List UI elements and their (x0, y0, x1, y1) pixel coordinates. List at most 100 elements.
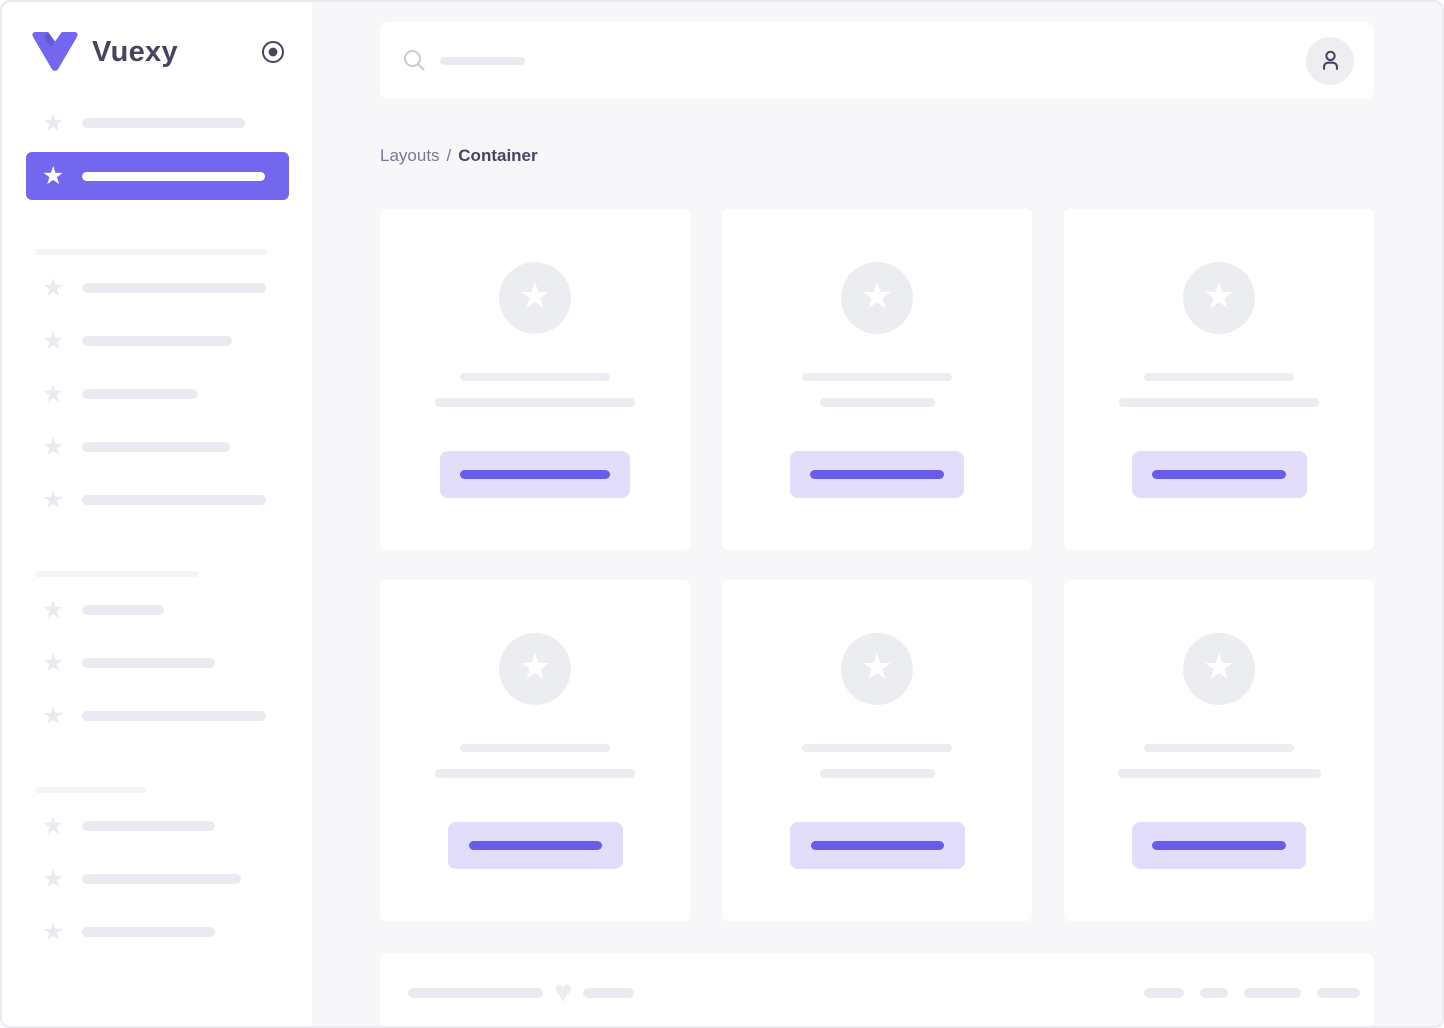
button-label-skeleton (460, 470, 610, 479)
sidebar-item[interactable]: ★ (42, 919, 289, 945)
sidebar-header: Vuexy (2, 2, 312, 72)
heart-icon: ♥ (554, 974, 573, 1009)
menu-label-skeleton (82, 605, 164, 615)
menu-label-skeleton (82, 336, 232, 346)
card-grid: ★ ★ ★ (380, 209, 1374, 921)
nav-section-label-skeleton (35, 249, 267, 255)
menu-label-skeleton (82, 118, 245, 128)
sidebar-item[interactable]: ★ (42, 275, 289, 301)
card-action-button[interactable] (789, 822, 965, 869)
card-action-button[interactable] (790, 451, 964, 498)
footer-link-skeleton[interactable] (1244, 988, 1301, 998)
star-icon: ★ (860, 275, 894, 316)
pin-toggle-icon[interactable] (261, 40, 285, 64)
card-text-skeleton (1117, 769, 1321, 778)
breadcrumb-current: Container (458, 146, 538, 165)
footer-link-skeleton[interactable] (1200, 988, 1228, 998)
card-avatar: ★ (499, 262, 571, 334)
star-icon: ★ (42, 917, 65, 946)
footer-link-skeleton[interactable] (1317, 988, 1360, 998)
star-icon: ★ (42, 273, 65, 302)
card-title-skeleton (802, 373, 952, 381)
sidebar-item[interactable]: ★ (42, 866, 289, 892)
card-title-skeleton (460, 744, 610, 752)
search-bar[interactable] (380, 22, 1374, 99)
footer-link-skeleton[interactable] (1144, 988, 1184, 998)
main-content: Layouts / Container ★ ★ (312, 2, 1442, 1026)
star-icon: ★ (42, 648, 65, 677)
sidebar-item[interactable]: ★ (42, 328, 289, 354)
sidebar-item-active[interactable]: ★ (26, 152, 289, 200)
star-icon: ★ (42, 864, 65, 893)
star-icon: ★ (42, 432, 65, 461)
star-icon: ★ (518, 275, 552, 316)
breadcrumb-separator: / (446, 146, 452, 165)
button-label-skeleton (468, 841, 602, 850)
menu-label-skeleton (82, 283, 266, 293)
star-icon: ★ (42, 811, 65, 840)
star-icon: ★ (42, 379, 65, 408)
card-text-skeleton (819, 398, 935, 407)
card: ★ (380, 209, 690, 550)
card-title-skeleton (1144, 373, 1294, 381)
card: ★ (380, 580, 690, 921)
card-avatar: ★ (499, 633, 571, 705)
card: ★ (722, 580, 1032, 921)
menu-label-skeleton (82, 874, 241, 884)
user-avatar[interactable] (1306, 36, 1354, 85)
vuexy-logo-icon (32, 32, 78, 72)
menu-label-skeleton (82, 927, 215, 937)
footer-links (1144, 988, 1360, 998)
footer-card: ♥ (380, 953, 1374, 1026)
sidebar-item[interactable]: ★ (42, 381, 289, 407)
star-icon: ★ (42, 485, 65, 514)
card-avatar: ★ (841, 262, 913, 334)
star-icon: ★ (42, 701, 65, 730)
sidebar-item[interactable]: ★ (42, 487, 289, 513)
card: ★ (1064, 209, 1374, 550)
nav-section-label-skeleton (35, 787, 146, 793)
menu-label-skeleton (82, 171, 265, 181)
sidebar-item[interactable]: ★ (42, 650, 289, 676)
card-text-skeleton (435, 398, 635, 407)
card-avatar: ★ (1183, 633, 1255, 705)
search-placeholder-skeleton (440, 56, 525, 65)
star-icon: ★ (42, 161, 65, 190)
nav-section-label-skeleton (35, 571, 199, 577)
sidebar-item[interactable]: ★ (42, 110, 289, 136)
card: ★ (722, 209, 1032, 550)
card-action-button[interactable] (1132, 822, 1306, 869)
button-label-skeleton (1152, 470, 1286, 479)
button-label-skeleton (810, 470, 944, 479)
card-action-button[interactable] (1131, 451, 1307, 498)
card-action-button[interactable] (447, 822, 623, 869)
card-avatar: ★ (1183, 262, 1255, 334)
sidebar-item[interactable]: ★ (42, 434, 289, 460)
breadcrumb: Layouts / Container (380, 146, 1374, 166)
card-title-skeleton (802, 744, 952, 752)
card-text-skeleton (435, 769, 635, 778)
brand-title: Vuexy (92, 35, 178, 68)
person-icon (1322, 50, 1338, 70)
breadcrumb-parent[interactable]: Layouts (380, 146, 440, 165)
star-icon: ★ (42, 108, 65, 137)
menu-label-skeleton (82, 495, 266, 505)
menu-label-skeleton (82, 442, 230, 452)
button-label-skeleton (810, 841, 944, 850)
star-icon: ★ (1202, 646, 1236, 687)
menu-label-skeleton (82, 821, 215, 831)
menu-label-skeleton (82, 389, 198, 399)
sidebar-nav: ★ ★ ★ ★ ★ ★ (2, 110, 312, 945)
button-label-skeleton (1152, 841, 1286, 850)
card-text-skeleton (1119, 398, 1319, 407)
sidebar-item[interactable]: ★ (42, 703, 289, 729)
sidebar: Vuexy ★ ★ ★ ★ (2, 2, 312, 1026)
sidebar-item[interactable]: ★ (42, 813, 289, 839)
search-icon (403, 49, 426, 72)
card-action-button[interactable] (440, 451, 630, 498)
star-icon: ★ (1202, 275, 1236, 316)
menu-label-skeleton (82, 658, 215, 668)
footer-text-skeleton (583, 988, 635, 998)
sidebar-item[interactable]: ★ (42, 597, 289, 623)
